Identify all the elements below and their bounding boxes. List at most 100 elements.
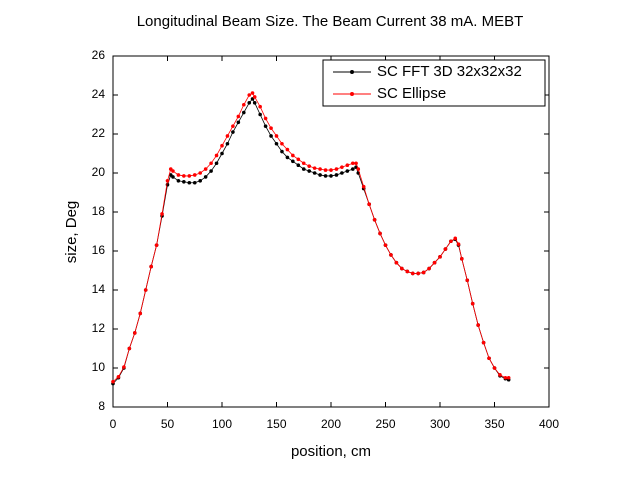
- data-point: [367, 202, 371, 206]
- data-point: [410, 271, 415, 276]
- data-point: [187, 180, 192, 185]
- data-point: [291, 153, 295, 158]
- legend-text: SC FFT 3D 32x32x32: [377, 63, 522, 80]
- data-point: [220, 143, 224, 148]
- data-point: [351, 161, 355, 166]
- y-tick-label: 26: [92, 48, 106, 62]
- data-point: [111, 379, 115, 384]
- data-point: [329, 174, 333, 178]
- data-point: [192, 180, 197, 185]
- data-point: [318, 167, 322, 171]
- data-point: [449, 239, 453, 244]
- data-point: [438, 255, 442, 259]
- data-point: [258, 104, 262, 109]
- x-tick-label: 350: [484, 417, 504, 431]
- data-point: [258, 112, 262, 117]
- data-point: [263, 116, 268, 121]
- data-point: [323, 168, 328, 172]
- data-point: [427, 266, 431, 271]
- data-point: [214, 161, 219, 166]
- data-point: [465, 278, 470, 283]
- data-point: [285, 155, 290, 160]
- data-point: [209, 161, 213, 166]
- data-point: [372, 218, 377, 222]
- data-point: [416, 271, 421, 276]
- data-point: [192, 173, 197, 177]
- data-point: [378, 231, 382, 236]
- data-point: [405, 269, 410, 274]
- data-point: [421, 270, 426, 275]
- data-point: [225, 141, 230, 146]
- data-point: [133, 331, 137, 335]
- data-point: [329, 168, 333, 172]
- data-point: [231, 124, 235, 128]
- data-point: [231, 130, 235, 134]
- data-point: [274, 141, 279, 146]
- data-point: [301, 161, 306, 166]
- x-axis-title: position, cm: [291, 443, 371, 460]
- x-tick-label: 200: [321, 417, 341, 431]
- y-tick-label: 12: [92, 321, 106, 335]
- data-point: [165, 182, 170, 187]
- data-point: [171, 175, 175, 179]
- data-point: [176, 179, 181, 183]
- x-tick-label: 0: [110, 417, 117, 431]
- data-point: [198, 179, 202, 183]
- data-point: [269, 126, 273, 130]
- y-tick-label: 14: [92, 282, 106, 296]
- data-point: [476, 323, 480, 327]
- legend-text: SC Ellipse: [377, 85, 446, 102]
- data-point: [340, 165, 344, 169]
- data-point: [225, 134, 230, 138]
- series-line: [112, 92, 509, 382]
- data-point: [182, 179, 186, 184]
- y-axis-title: size, Deg: [63, 201, 80, 264]
- data-point: [361, 184, 366, 189]
- data-point: [209, 169, 213, 173]
- data-point: [269, 134, 273, 138]
- data-point: [165, 179, 170, 183]
- y-tick-label: 24: [92, 87, 106, 101]
- data-point: [143, 288, 148, 292]
- chart-title: Longitudinal Beam Size. The Beam Current…: [137, 13, 524, 30]
- data-point: [122, 365, 126, 369]
- data-point: [307, 164, 312, 168]
- data-point: [171, 169, 175, 173]
- data-point: [334, 167, 339, 171]
- data-point: [318, 173, 322, 177]
- data-point: [383, 243, 388, 247]
- data-point: [116, 374, 121, 379]
- y-tick-label: 10: [92, 360, 106, 374]
- data-point: [280, 149, 284, 154]
- data-point: [149, 264, 153, 269]
- data-point: [274, 134, 279, 138]
- data-point: [187, 174, 192, 178]
- y-tick-label: 20: [92, 165, 106, 179]
- data-point: [492, 366, 497, 370]
- data-point: [236, 114, 241, 119]
- data-point: [354, 161, 358, 166]
- legend-marker: [350, 92, 354, 96]
- x-tick-label: 300: [430, 417, 450, 431]
- data-point: [307, 169, 312, 173]
- data-point: [236, 120, 241, 125]
- data-point: [323, 174, 328, 178]
- data-point: [138, 311, 143, 316]
- data-point: [340, 171, 344, 175]
- x-tick-label: 50: [161, 417, 175, 431]
- data-point: [460, 257, 464, 261]
- x-tick-label: 150: [266, 417, 286, 431]
- data-point: [182, 174, 186, 178]
- x-tick-label: 250: [375, 417, 395, 431]
- data-point: [203, 175, 208, 179]
- x-tick-label: 400: [539, 417, 559, 431]
- data-point: [285, 147, 290, 152]
- data-point: [334, 173, 339, 177]
- data-point: [301, 167, 306, 171]
- data-point: [503, 375, 508, 380]
- data-point: [154, 243, 159, 247]
- data-point: [296, 157, 301, 162]
- data-point: [498, 373, 502, 377]
- y-tick-label: 22: [92, 126, 106, 140]
